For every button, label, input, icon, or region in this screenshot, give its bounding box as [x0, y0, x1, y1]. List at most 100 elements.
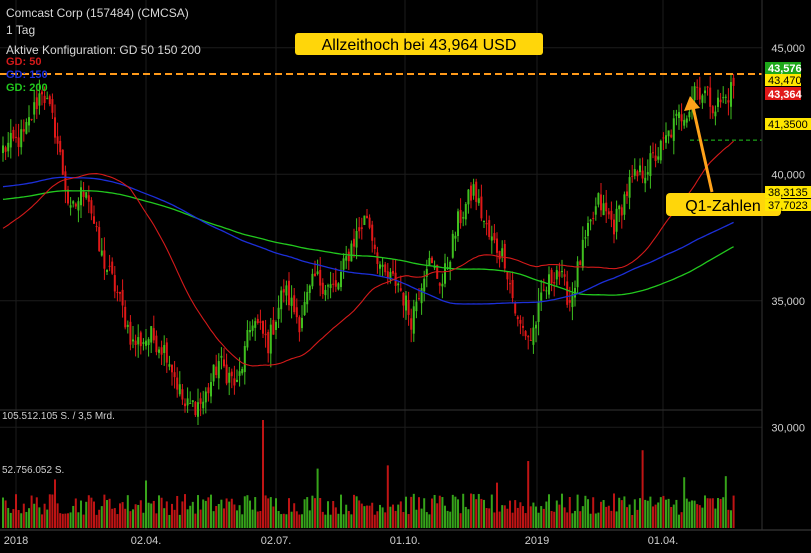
volume-bar [189, 505, 192, 528]
candle-body [516, 316, 519, 320]
gd150-line [2, 176, 734, 305]
volume-bar [392, 504, 394, 528]
volume-bars [2, 420, 735, 528]
candle-body [98, 227, 101, 251]
volume-bar [64, 513, 67, 528]
candle-body [139, 332, 142, 347]
candle-body [506, 271, 509, 280]
candle-body [277, 307, 280, 319]
volume-bar [405, 496, 407, 528]
volume-bar [631, 515, 634, 528]
volume-bar [236, 510, 238, 528]
volume-bar [696, 504, 699, 528]
candle-body [376, 252, 379, 264]
volume-bar [137, 504, 140, 528]
volume-bar [111, 508, 114, 528]
volume-bar [90, 497, 93, 528]
candle-body [644, 177, 647, 184]
candle-body [38, 93, 41, 106]
volume-bar [267, 498, 270, 528]
legend-gd50[interactable]: GD: 50 [6, 56, 42, 68]
candle-body [545, 290, 548, 292]
candle-body [371, 224, 374, 241]
candle-body [706, 86, 709, 88]
volume-bar [470, 493, 472, 528]
candle-body [295, 307, 298, 318]
volume-bar [420, 508, 423, 528]
candle-body [194, 401, 197, 416]
candle-body [685, 118, 688, 123]
candle-body [241, 368, 244, 374]
volume-bar [659, 497, 662, 528]
volume-bar [475, 499, 478, 528]
volume-bar [425, 512, 428, 528]
candle-body [280, 290, 283, 310]
volume-bar [670, 507, 673, 528]
candle-body [418, 298, 420, 300]
candle-body [592, 217, 595, 219]
volume-bar [459, 513, 462, 528]
chart-config: Aktive Konfiguration: GD 50 150 200 [6, 43, 201, 57]
candle-body [142, 342, 145, 344]
candle-body [701, 95, 704, 103]
candle-body [298, 317, 301, 333]
candle-body [511, 279, 514, 299]
candle-body [688, 111, 691, 118]
volume-bar [389, 506, 392, 528]
candle-body [59, 140, 62, 153]
volume-bar [358, 500, 361, 528]
volume-bar [386, 465, 389, 528]
volume-bar [7, 507, 10, 528]
candle-body [116, 291, 119, 293]
candle-body [220, 355, 223, 358]
volume-bar [594, 513, 597, 528]
volume-bar [41, 514, 43, 528]
volume-bar [38, 507, 41, 528]
grid-lines [0, 0, 762, 530]
candle-body [407, 299, 410, 315]
volume-bar [93, 501, 95, 528]
legend-gd200[interactable]: GD: 200 [6, 82, 48, 94]
volume-bar [150, 503, 153, 528]
candle-body [680, 114, 683, 122]
candle-body [33, 102, 36, 115]
candle-body [17, 137, 20, 147]
candle-body [514, 302, 517, 314]
candle-body [470, 185, 472, 201]
candle-body [340, 271, 342, 288]
candle-body [72, 201, 75, 204]
volume-bar [529, 506, 532, 528]
candle-body [64, 171, 67, 192]
candle-body [579, 261, 582, 265]
candle-body [163, 345, 166, 354]
volume-bar [579, 511, 582, 528]
candle-body [600, 194, 602, 211]
volume-label-max: 105.512.105 S. / 3,5 Mrd. [2, 411, 115, 422]
candle-body [353, 238, 355, 247]
volume-bar [249, 500, 251, 528]
volume-bar [95, 514, 98, 528]
volume-bar [121, 502, 124, 528]
volume-bar [438, 495, 441, 528]
legend-gd150[interactable]: GD: 150 [6, 69, 48, 81]
volume-bar [72, 505, 75, 528]
candle-body [321, 282, 324, 295]
volume-bar [106, 500, 108, 528]
candle-body [12, 129, 15, 139]
candle-body [589, 219, 592, 222]
candle-body [550, 269, 553, 284]
volume-bar [67, 513, 69, 528]
candle-body [121, 289, 124, 306]
volume-bar [613, 493, 615, 528]
volume-bar [506, 508, 509, 528]
volume-bar [243, 496, 246, 528]
volume-bar [316, 468, 319, 528]
volume-bar [467, 509, 470, 528]
candle-body [126, 324, 129, 327]
volume-bar [620, 500, 623, 528]
candle-body [171, 364, 173, 373]
volume-bar [134, 504, 137, 528]
volume-bar [293, 503, 296, 528]
volume-bar [56, 503, 59, 528]
